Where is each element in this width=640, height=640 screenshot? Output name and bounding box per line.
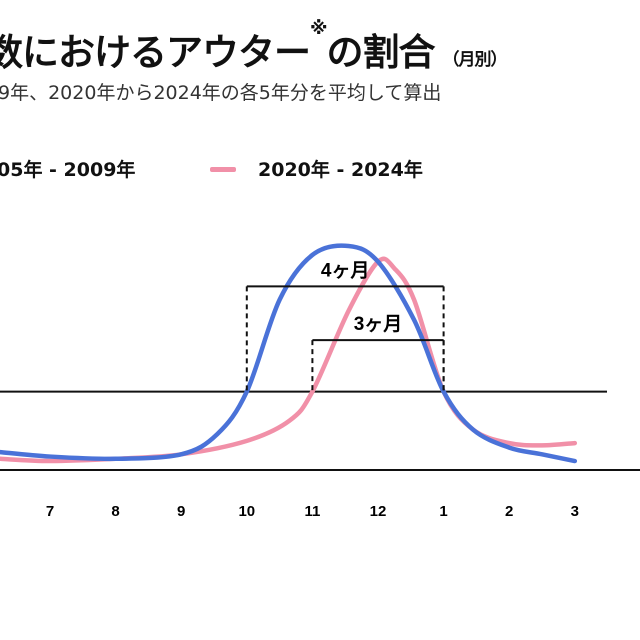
duration-label: 4ヶ月 xyxy=(321,260,370,281)
legend-item-2005-2009: 05年 - 2009年 xyxy=(0,159,136,181)
duration-label: 3ヶ月 xyxy=(354,314,403,335)
chart-title: 数におけるアウター※の割合 （月別） xyxy=(0,18,508,76)
x-tick-label: 12 xyxy=(370,503,387,520)
title-rest: の割合 xyxy=(326,31,436,74)
x-tick-label: 10 xyxy=(238,503,255,520)
x-tick-label: 9 xyxy=(177,503,185,520)
x-tick-label: 2 xyxy=(505,503,513,520)
series-line-2005-2009 xyxy=(0,243,578,464)
title-note-mark: ※ xyxy=(310,18,327,39)
x-tick-label: 11 xyxy=(304,503,320,520)
legend-item-2020-2024: 2020年 - 2024年 xyxy=(258,159,423,181)
x-tick-label: 1 xyxy=(439,503,447,520)
x-tick-label: 3 xyxy=(571,503,579,520)
title-main: 数におけるアウター xyxy=(0,31,311,74)
legend-swatch-2020-2024 xyxy=(210,167,236,172)
title-suffix: （月別） xyxy=(442,50,508,70)
chart-subtitle: 9年、2020年から2024年の各5年分を平均して算出 xyxy=(0,82,442,104)
x-tick-label: 8 xyxy=(111,503,119,520)
x-tick-label: 7 xyxy=(46,503,54,520)
